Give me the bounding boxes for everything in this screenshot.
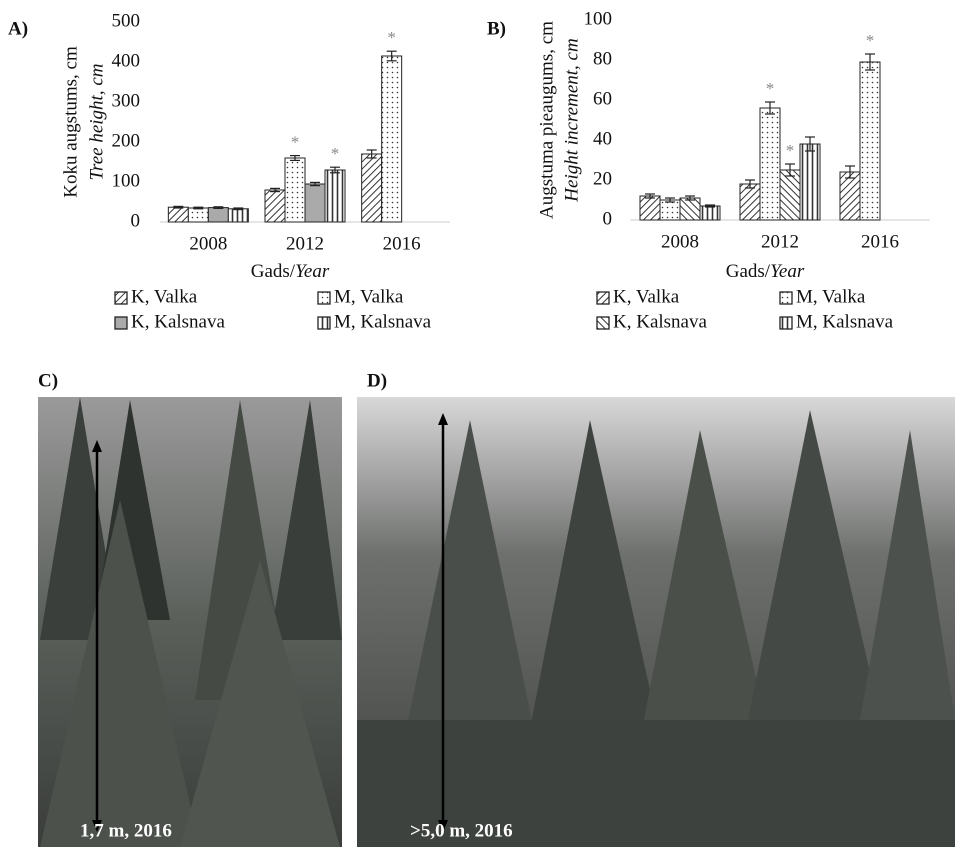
- error-bar: [310, 181, 320, 187]
- bar: [839, 171, 861, 221]
- y-tick-label: 80: [593, 48, 612, 69]
- bar: [779, 169, 801, 221]
- bar: [659, 199, 681, 221]
- legend-label: K, Valka: [131, 286, 198, 307]
- y-tick-label: 100: [112, 170, 141, 191]
- bar: [284, 157, 306, 223]
- legend-swatch: [317, 291, 331, 305]
- bar: [187, 207, 209, 223]
- legend-label: K, Kalsnava: [131, 311, 225, 332]
- photo-caption: 1,7 m, 2016: [80, 820, 172, 841]
- significance-mark: *: [291, 133, 300, 152]
- error-bar: [213, 206, 224, 209]
- bar: [227, 208, 249, 223]
- error-bar: [785, 163, 795, 177]
- significance-mark: *: [786, 141, 795, 160]
- y-tick-label: 300: [112, 90, 141, 111]
- legend-swatch: [779, 316, 793, 330]
- bar: [799, 143, 821, 221]
- y-tick-label: 60: [593, 88, 612, 109]
- y-tick-label: 20: [593, 168, 612, 189]
- legend-swatch: [596, 291, 610, 305]
- x-axis-label-text: Gads/: [726, 261, 771, 282]
- bar: [859, 61, 881, 221]
- x-tick-label: 2008: [661, 231, 699, 252]
- y-tick-label: 0: [131, 210, 141, 231]
- error-bar: [705, 204, 715, 208]
- error-bar: [173, 205, 184, 209]
- bar: [699, 205, 721, 221]
- y-tick-label: 400: [112, 50, 141, 71]
- legend-swatch: [114, 291, 128, 305]
- x-axis-label-italic: Year: [295, 261, 330, 282]
- significance-mark: *: [331, 144, 340, 163]
- y-tick-label: 500: [112, 10, 141, 31]
- error-bar: [845, 165, 855, 179]
- error-bar: [865, 53, 875, 71]
- legend-swatch: [779, 291, 793, 305]
- x-axis-label: Gads/Year: [726, 261, 805, 282]
- error-bar: [645, 193, 655, 199]
- error-bar: [386, 50, 397, 62]
- error-bar: [330, 166, 340, 174]
- legend-label: K, Kalsnava: [613, 311, 707, 332]
- significance-mark: *: [866, 31, 875, 50]
- legend-swatch: [317, 316, 331, 330]
- photo-c: [38, 397, 342, 847]
- bar: [381, 55, 403, 223]
- error-bar: [765, 101, 775, 115]
- error-bar: [193, 206, 204, 210]
- bar: [207, 207, 229, 223]
- panel-label: B): [487, 18, 506, 39]
- photo-label: D): [367, 370, 387, 391]
- y-tick-label: 0: [603, 208, 613, 229]
- y-axis-label: Koku augstums, cm: [60, 46, 81, 198]
- y-tick-label: 100: [584, 8, 613, 29]
- bar: [304, 183, 326, 223]
- photo-label: C): [38, 370, 58, 391]
- x-tick-label: 2016: [861, 231, 899, 252]
- bar: [739, 183, 761, 221]
- x-tick-label: 2008: [189, 233, 227, 254]
- error-bar: [290, 155, 300, 161]
- legend-swatch: [114, 316, 128, 330]
- y-tick-label: 200: [112, 130, 141, 151]
- legend-label: M, Valka: [334, 286, 404, 307]
- legend-label: M, Kalsnava: [796, 311, 894, 332]
- legend-label: K, Valka: [613, 286, 680, 307]
- bar: [679, 197, 701, 221]
- panel-label: A): [8, 18, 28, 39]
- legend-label: M, Kalsnava: [334, 311, 432, 332]
- y-axis-label: Augstuma pieaugums, cm: [536, 21, 557, 219]
- error-bar: [233, 207, 244, 211]
- error-bar: [805, 136, 815, 152]
- bar: [759, 107, 781, 221]
- error-bar: [685, 195, 695, 201]
- legend-swatch: [596, 316, 610, 330]
- x-tick-label: 2012: [286, 233, 324, 254]
- bar: [167, 206, 189, 223]
- x-axis-label-text: Gads/: [251, 261, 296, 282]
- error-bar: [665, 197, 675, 203]
- bar: [324, 169, 346, 223]
- y-axis-label: Height increment, cm: [561, 38, 582, 202]
- bar: [639, 195, 661, 221]
- x-axis-label-italic: Year: [770, 261, 805, 282]
- x-tick-label: 2016: [383, 233, 421, 254]
- photo-caption: >5,0 m, 2016: [410, 820, 513, 841]
- bar: [264, 189, 286, 223]
- significance-mark: *: [766, 79, 775, 98]
- significance-mark: *: [387, 28, 396, 47]
- legend-label: M, Valka: [796, 286, 866, 307]
- y-axis-label: Tree height, cm: [86, 64, 107, 181]
- error-bar: [366, 149, 377, 159]
- error-bar: [270, 187, 280, 193]
- y-tick-label: 40: [593, 128, 612, 149]
- x-tick-label: 2012: [761, 231, 799, 252]
- x-axis-label: Gads/Year: [251, 261, 330, 282]
- photo-d: [357, 397, 955, 847]
- error-bar: [745, 179, 755, 189]
- bar: [361, 153, 383, 223]
